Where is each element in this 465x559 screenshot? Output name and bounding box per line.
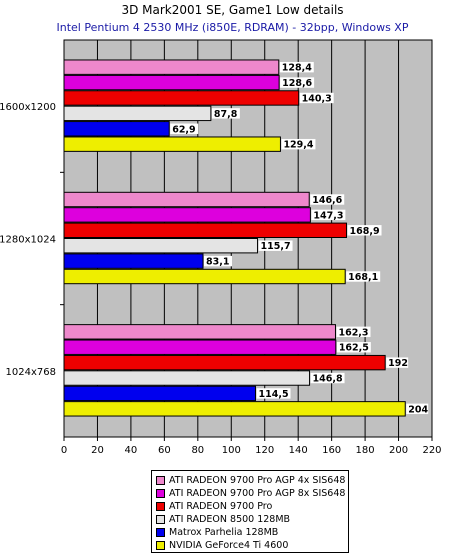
bar — [63, 324, 336, 340]
data-label: 204 — [408, 404, 428, 415]
bar — [63, 339, 337, 355]
x-tick-label: 100 — [222, 445, 241, 456]
legend-label: ATI RADEON 9700 Pro — [169, 501, 273, 512]
bar — [63, 370, 311, 386]
legend-swatch — [156, 541, 165, 550]
data-label: 128,6 — [282, 78, 312, 89]
bar — [63, 105, 212, 122]
x-tick-label: 20 — [91, 445, 104, 456]
legend-item: ATI RADEON 8500 128MB — [156, 513, 348, 526]
bar — [63, 253, 204, 269]
category-label: 1600x1200 — [0, 102, 56, 113]
data-label-bg — [386, 357, 409, 368]
data-label: 192 — [388, 358, 408, 369]
bar — [63, 385, 257, 402]
data-label-bg — [211, 108, 240, 119]
data-label-bg — [256, 388, 291, 399]
data-label-bg — [336, 326, 371, 338]
x-tick-label: 120 — [255, 445, 274, 456]
data-label-bg — [279, 61, 314, 73]
legend-label: Matrox Parhelia 128MB — [169, 527, 279, 538]
data-label: 115,7 — [261, 241, 291, 252]
legend-label: NVIDIA GeForce4 Ti 4600 — [169, 540, 289, 551]
data-label-bg — [280, 77, 315, 88]
data-label: 129,4 — [283, 140, 313, 151]
data-label-bg — [336, 342, 371, 353]
data-label: 140,3 — [302, 93, 332, 104]
x-tick-label: 180 — [356, 445, 375, 456]
x-tick-label: 60 — [158, 445, 171, 456]
legend-swatch — [156, 489, 165, 498]
x-tick-label: 220 — [422, 445, 441, 456]
bar — [63, 74, 280, 91]
bar — [63, 59, 280, 75]
bar — [63, 354, 386, 371]
legend-item: ATI RADEON 9700 Pro AGP 4x SIS648 — [156, 474, 348, 487]
legend-swatch — [156, 515, 165, 524]
bar — [63, 136, 281, 152]
data-label-bg — [311, 209, 346, 221]
legend-label: ATI RADEON 8500 128MB — [169, 514, 291, 525]
bar — [63, 238, 259, 254]
legend-item: ATI RADEON 9700 Pro AGP 8x SIS648 — [156, 487, 348, 500]
data-label: 128,4 — [282, 63, 312, 74]
data-label: 162,3 — [338, 327, 368, 338]
x-tick-label: 160 — [322, 445, 341, 456]
data-label-bg — [258, 240, 293, 251]
legend-swatch — [156, 528, 165, 537]
legend-label: ATI RADEON 9700 Pro AGP 4x SIS648 — [169, 475, 346, 486]
x-tick-label: 0 — [61, 445, 67, 456]
x-tick-label: 80 — [191, 445, 204, 456]
legend-swatch — [156, 502, 165, 511]
data-label: 146,8 — [313, 374, 343, 385]
chart-title: 3D Mark2001 SE, Game1 Low details — [121, 3, 344, 17]
legend-label: ATI RADEON 9700 Pro AGP 8x SIS648 — [169, 488, 346, 499]
data-label-bg — [310, 372, 345, 384]
data-label: 147,3 — [313, 210, 343, 221]
x-tick-label: 200 — [389, 445, 408, 456]
bar — [63, 207, 311, 223]
data-label-bg — [281, 138, 316, 150]
legend-item: Matrox Parhelia 128MB — [156, 526, 348, 539]
x-tick-label: 40 — [125, 445, 138, 456]
bar — [63, 121, 170, 137]
x-tick-label: 140 — [289, 445, 308, 456]
legend-item: NVIDIA GeForce4 Ti 4600 — [156, 539, 348, 552]
data-label: 87,8 — [214, 109, 238, 120]
data-label: 146,6 — [312, 195, 342, 206]
data-label-bg — [346, 271, 381, 282]
data-label: 168,9 — [350, 226, 380, 237]
legend-item: ATI RADEON 9700 Pro — [156, 500, 348, 513]
category-label: 1024x768 — [6, 367, 56, 378]
data-label: 83,1 — [206, 257, 229, 268]
chart-subtitle: Intel Pentium 4 2530 MHz (i850E, RDRAM) … — [56, 21, 409, 34]
data-label-bg — [347, 225, 382, 236]
chart-legend: ATI RADEON 9700 Pro AGP 4x SIS648 ATI RAD… — [151, 470, 349, 553]
data-label: 114,5 — [259, 389, 289, 400]
data-label: 168,1 — [348, 272, 378, 283]
category-label: 1280x1024 — [0, 235, 56, 246]
data-label-bg — [170, 123, 199, 134]
bar — [63, 401, 406, 417]
legend-swatch — [156, 476, 165, 485]
data-label: 162,5 — [339, 343, 369, 354]
bar — [63, 191, 310, 208]
bar — [63, 90, 300, 106]
bar — [63, 268, 346, 285]
data-label: 62,9 — [172, 124, 195, 135]
data-label-bg — [204, 255, 233, 267]
bar — [63, 222, 348, 239]
data-label-bg — [299, 92, 334, 104]
data-label-bg — [406, 403, 429, 415]
data-label-bg — [310, 194, 345, 205]
